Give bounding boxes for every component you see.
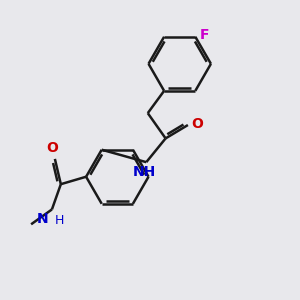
Text: O: O bbox=[191, 117, 203, 131]
Text: N: N bbox=[37, 212, 48, 226]
Text: F: F bbox=[200, 28, 209, 42]
Text: H: H bbox=[55, 214, 64, 227]
Text: NH: NH bbox=[133, 164, 156, 178]
Text: O: O bbox=[46, 141, 58, 155]
